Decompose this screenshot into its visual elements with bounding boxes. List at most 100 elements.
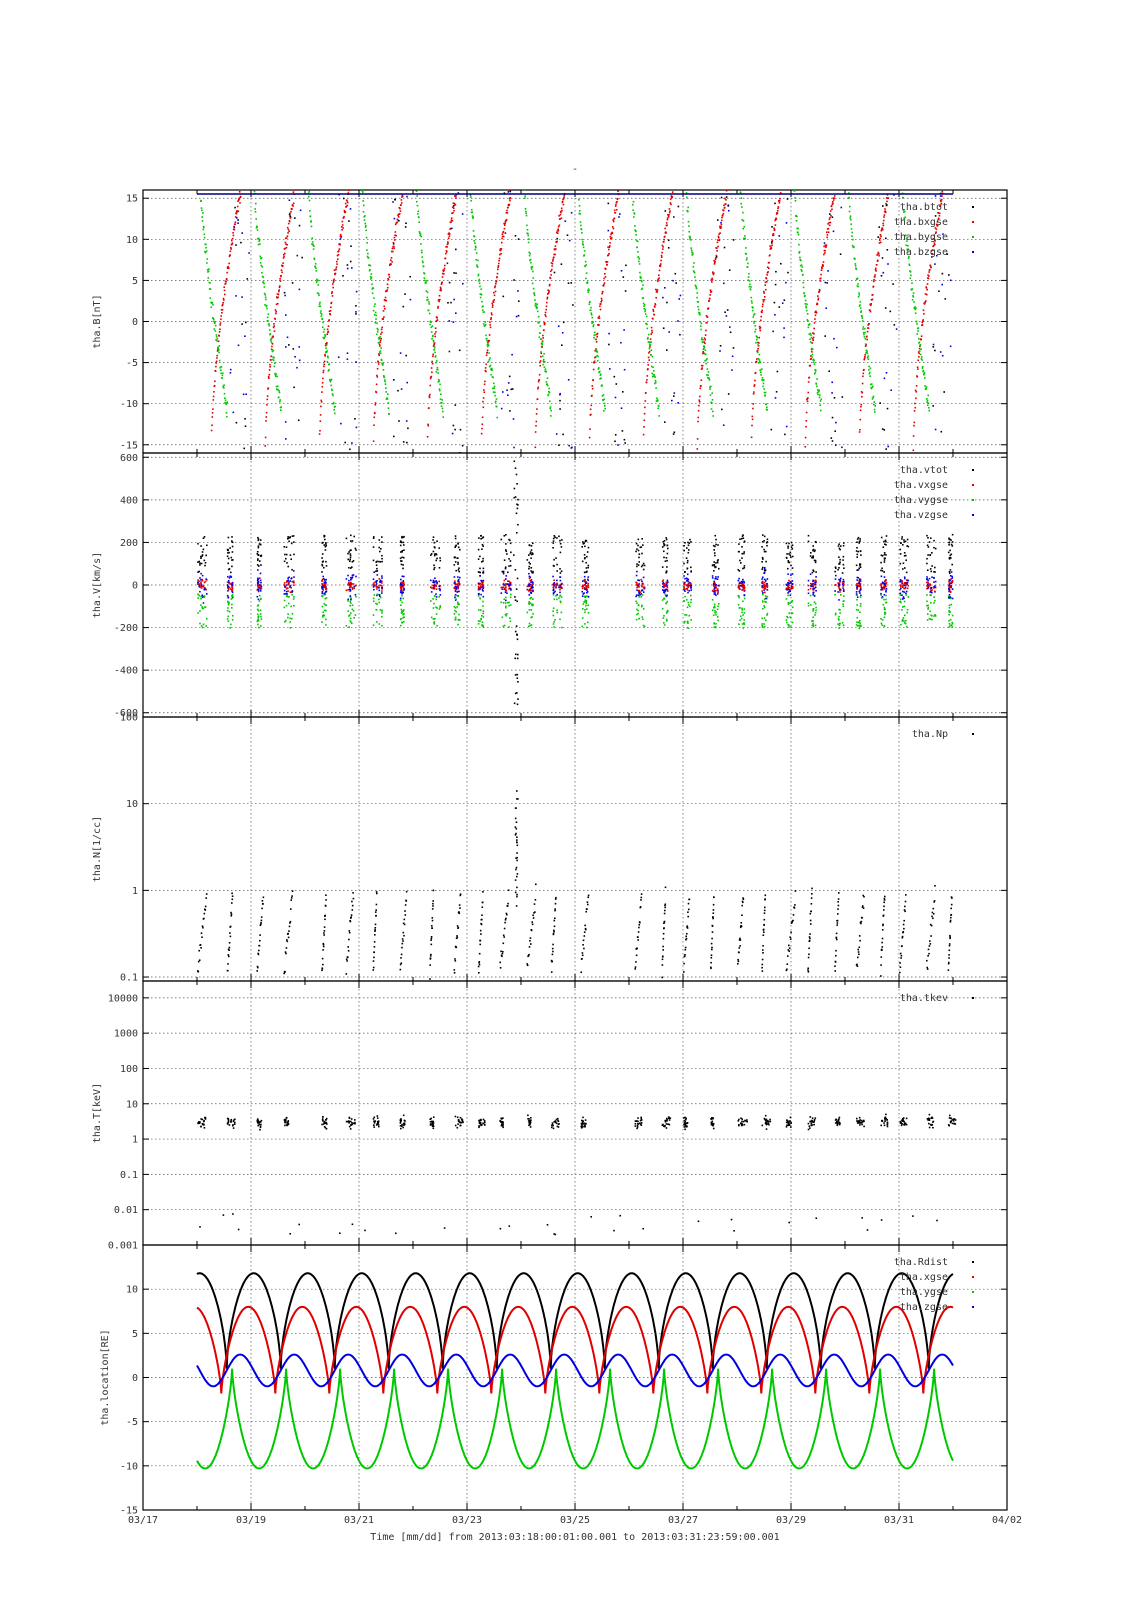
data-point xyxy=(838,556,840,558)
data-point xyxy=(348,220,350,222)
data-point xyxy=(323,363,325,366)
data-point xyxy=(369,268,371,271)
data-point xyxy=(397,214,399,217)
data-point xyxy=(376,580,378,582)
data-point xyxy=(379,335,381,338)
data-point xyxy=(234,221,237,223)
data-point xyxy=(741,535,744,537)
data-point xyxy=(401,594,403,597)
data-point xyxy=(665,618,668,621)
data-point xyxy=(491,306,494,308)
data-point xyxy=(213,328,216,330)
data-point xyxy=(454,585,456,588)
data-point xyxy=(388,273,390,276)
data-point xyxy=(665,537,667,539)
data-point xyxy=(812,549,814,552)
data-point xyxy=(269,366,271,368)
data-point xyxy=(308,199,311,202)
data-point xyxy=(742,583,745,586)
data-point xyxy=(831,216,834,218)
data-point xyxy=(880,228,883,231)
data-point xyxy=(394,234,396,236)
data-point xyxy=(815,606,817,609)
data-point xyxy=(330,306,332,309)
data-point xyxy=(438,608,441,610)
data-point xyxy=(200,584,203,586)
data-point xyxy=(582,608,584,610)
data-point xyxy=(508,588,510,590)
data-point xyxy=(283,582,286,584)
data-point xyxy=(216,350,219,352)
data-point xyxy=(807,320,809,322)
data-point xyxy=(268,324,271,327)
data-point xyxy=(637,609,639,612)
data-point xyxy=(638,260,640,263)
data-point xyxy=(720,219,723,222)
data-point xyxy=(450,217,453,219)
data-point xyxy=(948,274,950,276)
data-point xyxy=(322,575,324,578)
data-point xyxy=(636,613,638,616)
data-point xyxy=(594,338,597,341)
data-point xyxy=(447,241,449,243)
data-point xyxy=(877,236,879,238)
data-point xyxy=(231,536,233,538)
data-point xyxy=(372,309,375,312)
data-point xyxy=(532,581,534,584)
data-point xyxy=(461,213,464,215)
y-tick-label: -15 xyxy=(120,440,138,451)
data-point xyxy=(528,584,530,586)
data-point xyxy=(432,607,435,609)
data-point xyxy=(740,202,742,205)
data-point xyxy=(501,616,504,619)
legend-entry: tha.bygse xyxy=(894,232,948,243)
data-point xyxy=(758,360,761,362)
data-point xyxy=(593,331,596,334)
data-point xyxy=(426,299,428,301)
data-point xyxy=(751,306,754,308)
data-point xyxy=(790,556,792,558)
data-point xyxy=(536,408,538,410)
data-point xyxy=(528,561,530,564)
data-point xyxy=(373,305,376,308)
data-point xyxy=(838,624,841,627)
data-point xyxy=(508,538,510,541)
data-point xyxy=(817,297,820,300)
data-point xyxy=(832,230,835,233)
data-point xyxy=(893,324,896,326)
data-point xyxy=(665,538,668,541)
data-point xyxy=(848,210,851,213)
data-point xyxy=(765,579,767,582)
data-point xyxy=(256,564,259,566)
data-point xyxy=(445,252,447,255)
data-point xyxy=(641,280,643,283)
data-point xyxy=(274,318,276,320)
data-point xyxy=(649,346,651,348)
data-point xyxy=(595,338,597,341)
data-point xyxy=(560,596,563,598)
data-point xyxy=(841,446,843,449)
data-point xyxy=(484,380,486,383)
data-point xyxy=(742,211,744,214)
data-point xyxy=(788,586,791,589)
data-point xyxy=(481,416,484,419)
data-point xyxy=(841,622,844,624)
data-point xyxy=(926,288,928,291)
data-point xyxy=(648,341,650,343)
data-point xyxy=(459,576,461,579)
figure-title: - xyxy=(572,164,578,175)
data-point xyxy=(373,594,376,596)
data-point xyxy=(939,195,942,197)
data-point xyxy=(205,554,207,557)
data-point xyxy=(744,237,746,240)
data-point xyxy=(726,309,729,311)
data-point xyxy=(707,307,710,310)
data-point xyxy=(402,580,405,582)
data-point xyxy=(703,346,706,349)
data-point xyxy=(504,222,506,225)
data-point xyxy=(585,272,588,274)
data-point xyxy=(532,603,534,606)
data-point xyxy=(532,287,535,290)
data-point xyxy=(427,423,429,426)
data-point xyxy=(454,607,457,609)
